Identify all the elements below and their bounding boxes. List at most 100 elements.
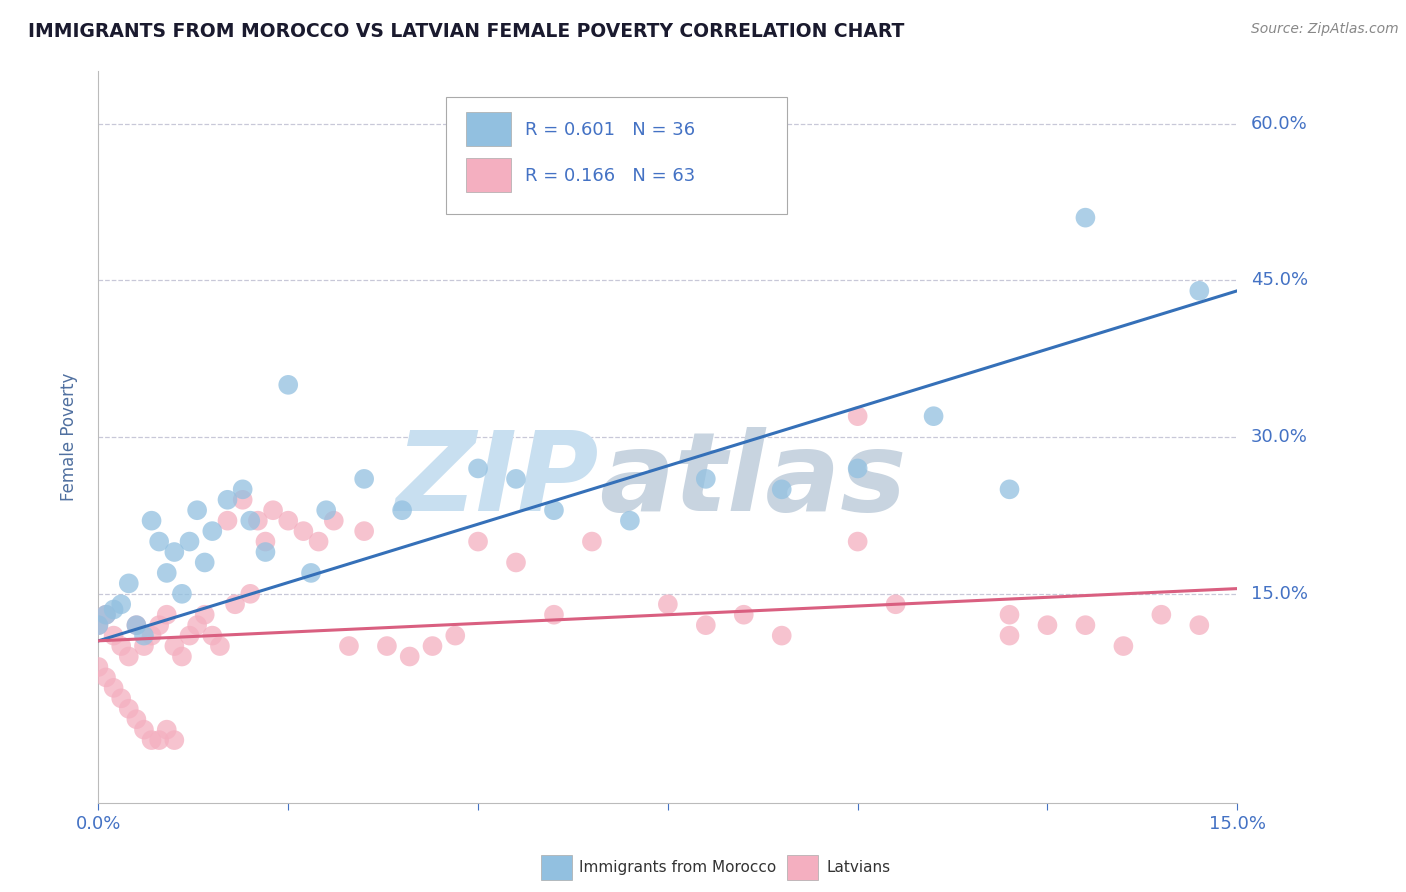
Point	[695, 472, 717, 486]
Point	[132, 723, 155, 737]
Point	[194, 607, 217, 622]
Point	[118, 702, 141, 716]
Point	[505, 556, 527, 570]
Text: 45.0%: 45.0%	[1251, 271, 1309, 289]
Point	[194, 556, 217, 570]
Point	[998, 607, 1021, 622]
Point	[1188, 284, 1211, 298]
Point	[375, 639, 398, 653]
Point	[1112, 639, 1135, 653]
Text: Immigrants from Morocco: Immigrants from Morocco	[579, 861, 776, 875]
Point	[422, 639, 444, 653]
Point	[1074, 211, 1097, 225]
Point	[179, 629, 201, 643]
FancyBboxPatch shape	[467, 112, 510, 146]
Point	[695, 618, 717, 632]
Point	[125, 712, 148, 726]
Point	[163, 639, 186, 653]
Text: atlas: atlas	[599, 427, 907, 534]
Point	[262, 503, 284, 517]
Point	[277, 514, 299, 528]
Point	[156, 566, 179, 580]
Point	[141, 733, 163, 747]
Point	[179, 534, 201, 549]
Text: 60.0%: 60.0%	[1251, 114, 1308, 133]
Point	[846, 461, 869, 475]
Point	[217, 492, 239, 507]
Text: 30.0%: 30.0%	[1251, 428, 1308, 446]
Point	[1150, 607, 1173, 622]
Point	[657, 597, 679, 611]
Point	[246, 514, 269, 528]
Text: Latvians: Latvians	[827, 861, 891, 875]
Point	[163, 733, 186, 747]
Point	[770, 629, 793, 643]
Point	[846, 534, 869, 549]
Point	[148, 534, 170, 549]
Point	[156, 723, 179, 737]
Text: R = 0.601   N = 36: R = 0.601 N = 36	[526, 121, 696, 139]
Point	[110, 691, 132, 706]
Y-axis label: Female Poverty: Female Poverty	[59, 373, 77, 501]
Point	[239, 514, 262, 528]
Point	[398, 649, 420, 664]
Point	[141, 629, 163, 643]
Point	[543, 503, 565, 517]
Text: IMMIGRANTS FROM MOROCCO VS LATVIAN FEMALE POVERTY CORRELATION CHART: IMMIGRANTS FROM MOROCCO VS LATVIAN FEMAL…	[28, 22, 904, 41]
Point	[125, 618, 148, 632]
Point	[132, 639, 155, 653]
Point	[337, 639, 360, 653]
Point	[94, 607, 117, 622]
Point	[125, 618, 148, 632]
Text: Source: ZipAtlas.com: Source: ZipAtlas.com	[1251, 22, 1399, 37]
Text: R = 0.166   N = 63: R = 0.166 N = 63	[526, 167, 696, 185]
Point	[148, 733, 170, 747]
Point	[87, 660, 110, 674]
Point	[308, 534, 330, 549]
Point	[208, 639, 231, 653]
Point	[201, 629, 224, 643]
Point	[1036, 618, 1059, 632]
Point	[922, 409, 945, 424]
Point	[110, 639, 132, 653]
Point	[170, 649, 193, 664]
Point	[581, 534, 603, 549]
Text: ZIP: ZIP	[396, 427, 599, 534]
Text: 15.0%: 15.0%	[1251, 585, 1308, 603]
FancyBboxPatch shape	[446, 97, 787, 214]
Point	[467, 461, 489, 475]
Point	[1188, 618, 1211, 632]
Point	[103, 629, 125, 643]
Point	[217, 514, 239, 528]
Point	[444, 629, 467, 643]
Point	[353, 524, 375, 538]
Point	[186, 618, 208, 632]
Point	[94, 670, 117, 684]
Point	[254, 534, 277, 549]
Point	[232, 492, 254, 507]
Point	[132, 629, 155, 643]
Point	[110, 597, 132, 611]
Point	[770, 483, 793, 497]
Point	[322, 514, 344, 528]
Point	[201, 524, 224, 538]
Point	[94, 607, 117, 622]
Point	[998, 629, 1021, 643]
Point	[118, 649, 141, 664]
Point	[118, 576, 141, 591]
Point	[148, 618, 170, 632]
Point	[87, 618, 110, 632]
Point	[353, 472, 375, 486]
Point	[141, 514, 163, 528]
Point	[619, 514, 641, 528]
Point	[103, 681, 125, 695]
Point	[733, 607, 755, 622]
Point	[467, 534, 489, 549]
Point	[543, 607, 565, 622]
Point	[103, 602, 125, 616]
Point	[239, 587, 262, 601]
Point	[156, 607, 179, 622]
Point	[87, 618, 110, 632]
Point	[170, 587, 193, 601]
Point	[1074, 618, 1097, 632]
